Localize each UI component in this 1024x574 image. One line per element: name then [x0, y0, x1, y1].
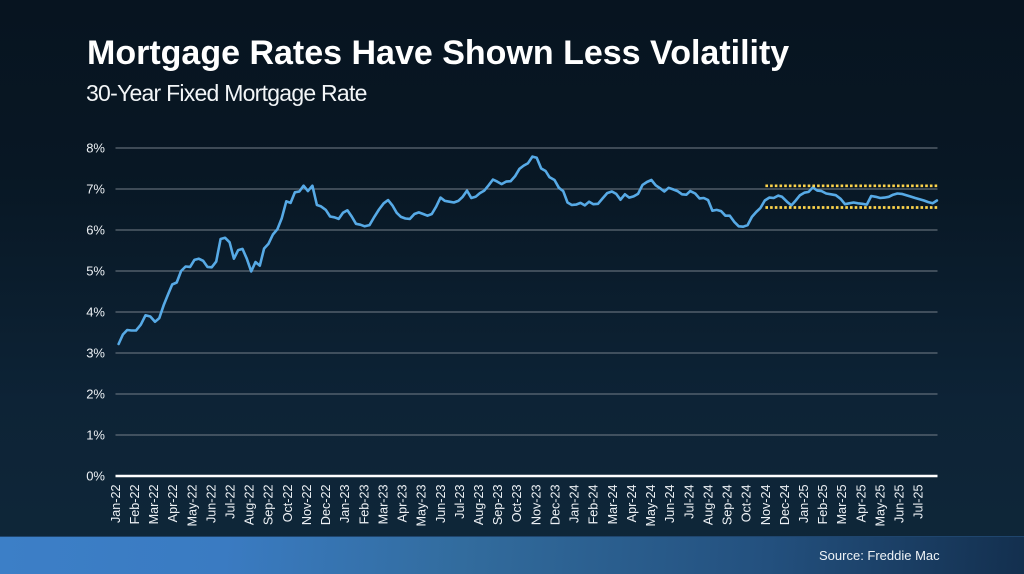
svg-text:Jun-25: Jun-25 — [893, 485, 907, 524]
svg-text:May-25: May-25 — [874, 485, 888, 527]
svg-text:Jul-24: Jul-24 — [682, 485, 696, 519]
svg-text:3%: 3% — [86, 345, 105, 360]
svg-text:Oct-22: Oct-22 — [281, 485, 295, 523]
svg-text:Dec-23: Dec-23 — [549, 485, 563, 526]
svg-text:Oct-24: Oct-24 — [740, 485, 754, 523]
svg-text:Sep-24: Sep-24 — [721, 485, 735, 526]
svg-text:Apr-25: Apr-25 — [854, 485, 868, 523]
svg-text:Jun-23: Jun-23 — [434, 485, 448, 524]
svg-text:Aug-22: Aug-22 — [243, 485, 257, 526]
svg-text:Jan-22: Jan-22 — [109, 485, 123, 524]
svg-text:Jul-22: Jul-22 — [224, 485, 238, 519]
svg-text:4%: 4% — [86, 304, 105, 319]
svg-text:Jan-24: Jan-24 — [568, 485, 582, 524]
svg-text:Feb-22: Feb-22 — [128, 485, 142, 525]
svg-text:Mar-23: Mar-23 — [376, 485, 390, 525]
svg-text:Feb-23: Feb-23 — [357, 485, 371, 525]
svg-text:Sep-23: Sep-23 — [491, 485, 505, 526]
svg-text:Mar-24: Mar-24 — [606, 485, 620, 525]
svg-text:8%: 8% — [86, 140, 105, 155]
svg-text:0%: 0% — [86, 468, 105, 483]
svg-text:Dec-22: Dec-22 — [319, 485, 333, 526]
svg-text:Jan-25: Jan-25 — [797, 485, 811, 524]
svg-text:5%: 5% — [86, 263, 105, 278]
svg-text:6%: 6% — [86, 222, 105, 237]
svg-text:Aug-24: Aug-24 — [701, 485, 715, 526]
svg-text:Dec-24: Dec-24 — [778, 485, 792, 526]
svg-text:Feb-24: Feb-24 — [587, 485, 601, 525]
svg-text:Jan-23: Jan-23 — [338, 485, 352, 524]
svg-text:Jun-24: Jun-24 — [663, 485, 677, 524]
svg-text:2%: 2% — [86, 386, 105, 401]
svg-text:Aug-23: Aug-23 — [472, 485, 486, 526]
svg-text:1%: 1% — [86, 427, 105, 442]
svg-text:Nov-22: Nov-22 — [300, 485, 314, 526]
svg-text:May-22: May-22 — [185, 485, 199, 527]
svg-text:7%: 7% — [86, 181, 105, 196]
svg-text:Apr-24: Apr-24 — [625, 485, 639, 523]
svg-text:Apr-23: Apr-23 — [396, 485, 410, 523]
svg-text:Feb-25: Feb-25 — [816, 485, 830, 525]
svg-text:May-23: May-23 — [415, 485, 429, 527]
svg-text:Sep-22: Sep-22 — [262, 485, 276, 526]
svg-text:May-24: May-24 — [644, 485, 658, 527]
svg-text:Jun-22: Jun-22 — [204, 485, 218, 524]
svg-text:Jul-25: Jul-25 — [912, 485, 926, 519]
svg-text:Apr-22: Apr-22 — [166, 485, 180, 523]
svg-text:Nov-23: Nov-23 — [529, 485, 543, 526]
svg-text:Nov-24: Nov-24 — [759, 485, 773, 526]
svg-text:Mar-25: Mar-25 — [835, 485, 849, 525]
svg-text:Mar-22: Mar-22 — [147, 485, 161, 525]
svg-text:Jul-23: Jul-23 — [453, 485, 467, 519]
svg-text:Oct-23: Oct-23 — [510, 485, 524, 523]
